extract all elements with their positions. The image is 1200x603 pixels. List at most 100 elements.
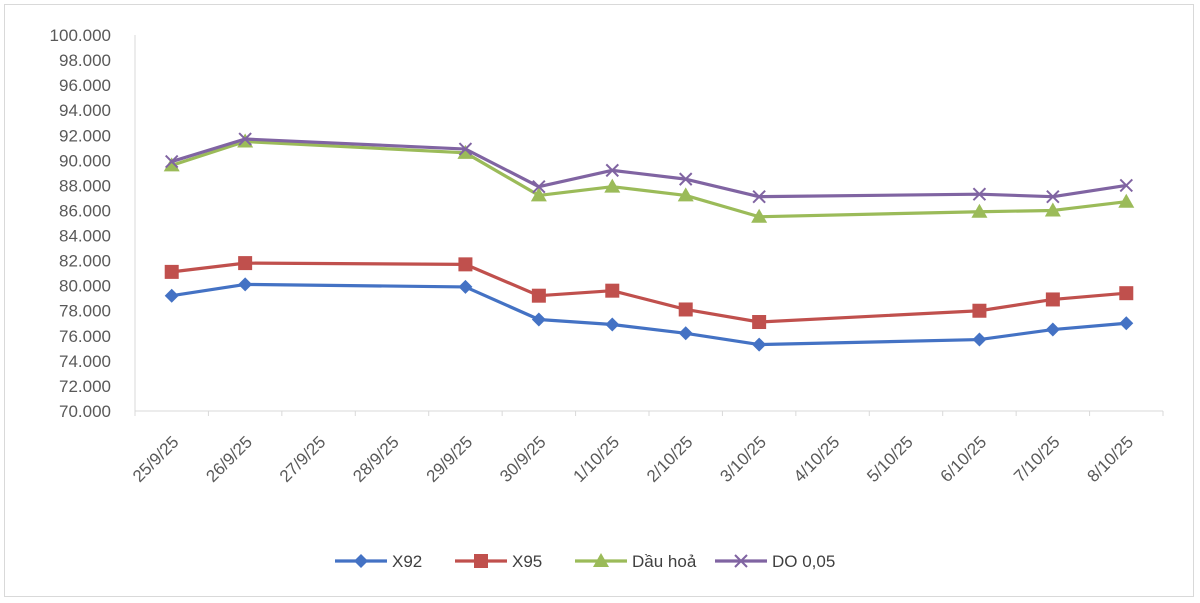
legend-item: Dầu hoả — [575, 552, 697, 571]
x-tick-label: 3/10/25 — [716, 432, 770, 486]
y-tick-label: 82.000 — [59, 252, 111, 271]
data-point — [530, 187, 547, 202]
data-point — [1118, 193, 1135, 208]
data-point — [531, 288, 546, 303]
marker-stroke — [532, 179, 546, 194]
data-point — [458, 257, 473, 272]
data-point — [457, 144, 474, 159]
data-point — [1045, 292, 1060, 307]
y-tick-label: 94.000 — [59, 101, 111, 120]
y-tick-label: 98.000 — [59, 51, 111, 70]
data-point — [1119, 286, 1134, 301]
data-point — [678, 302, 693, 317]
x-tick-label: 7/10/25 — [1010, 432, 1064, 486]
marker-stroke — [972, 187, 987, 201]
marker-stroke — [458, 142, 473, 156]
legend-marker — [593, 553, 609, 567]
data-point — [163, 157, 180, 172]
data-point — [605, 317, 620, 332]
legend-marker — [354, 554, 368, 568]
legend-item: DO 0,05 — [715, 552, 835, 571]
legend: X92 X95 Dầu hoả DO 0,05 — [335, 552, 835, 571]
y-tick-label: 90.000 — [59, 151, 111, 170]
data-point — [752, 189, 766, 204]
legend-marker — [734, 554, 748, 568]
data-point — [1119, 316, 1134, 331]
data-point — [751, 208, 768, 223]
data-point — [238, 132, 252, 146]
y-tick-label: 76.000 — [59, 327, 111, 346]
y-tick-label: 88.000 — [59, 176, 111, 195]
x-tick-label: 1/10/25 — [570, 432, 624, 486]
x-tick-label: 5/10/25 — [863, 432, 917, 486]
data-point — [238, 256, 253, 271]
marker-stroke — [679, 172, 693, 186]
y-axis: 70.000 72.000 74.000 76.000 78.000 80.000 82.0… — [50, 26, 136, 421]
data-point — [677, 187, 694, 202]
series-d-u-ho- — [163, 133, 1135, 223]
series-line — [171, 137, 1127, 199]
data-point — [972, 303, 987, 318]
data-point — [1044, 202, 1061, 217]
x-tick-label: 4/10/25 — [790, 432, 844, 486]
legend-item: X95 — [455, 552, 542, 571]
x-tick-label: 30/9/25 — [496, 432, 550, 486]
legend-marker — [474, 554, 488, 568]
x-tick-label: 2/10/25 — [643, 432, 697, 486]
legend-label: Dầu hoả — [632, 552, 697, 571]
y-tick-label: 72.000 — [59, 377, 111, 396]
y-tick-label: 86.000 — [59, 201, 111, 220]
y-tick-label: 70.000 — [59, 402, 111, 421]
x-tick-label: 25/9/25 — [129, 432, 183, 486]
data-point — [1045, 322, 1060, 337]
x-tick-label: 28/9/25 — [349, 432, 403, 486]
series-line — [171, 282, 1127, 347]
marker-stroke — [238, 132, 252, 146]
data-point — [165, 154, 179, 169]
chart-frame — [4, 4, 1194, 597]
y-tick-label: 96.000 — [59, 76, 111, 95]
y-tick-label: 84.000 — [59, 227, 111, 246]
y-tick-label: 80.000 — [59, 277, 111, 296]
data-point — [238, 277, 253, 292]
legend-label: X95 — [512, 552, 542, 571]
x-tick-label: 26/9/25 — [202, 432, 256, 486]
data-point — [972, 187, 987, 201]
data-point — [1046, 189, 1060, 204]
series-x92 — [164, 277, 1134, 352]
x-tick-label: 8/10/25 — [1084, 432, 1138, 486]
x-axis: 25/9/25 26/9/25 27/9/25 28/9/25 29/9/25 30/9/… — [129, 410, 1164, 486]
x-tick-label: 6/10/25 — [937, 432, 991, 486]
marker-stroke — [1046, 189, 1060, 204]
data-point — [604, 178, 621, 193]
y-tick-label: 78.000 — [59, 302, 111, 321]
data-point — [679, 172, 693, 186]
x-tick-label: 29/9/25 — [423, 432, 477, 486]
data-point — [605, 283, 620, 298]
data-point — [752, 337, 767, 352]
data-point — [164, 264, 179, 279]
data-point — [605, 163, 619, 178]
series-x95 — [164, 256, 1134, 330]
data-point — [1119, 178, 1133, 193]
marker-stroke — [734, 554, 748, 568]
data-point — [971, 203, 988, 218]
data-point — [752, 315, 767, 330]
data-point — [532, 179, 546, 194]
y-tick-label: 74.000 — [59, 352, 111, 371]
marker-stroke — [165, 154, 179, 169]
marker-stroke — [752, 189, 766, 204]
series-line — [171, 261, 1127, 324]
y-tick-label: 100.000 — [50, 26, 111, 45]
data-point — [458, 142, 473, 156]
data-point — [678, 326, 693, 341]
x-tick-label: 27/9/25 — [276, 432, 330, 486]
y-tick-label: 92.000 — [59, 126, 111, 145]
data-point — [531, 312, 546, 327]
legend-item: X92 — [335, 552, 422, 571]
data-point — [972, 332, 987, 347]
legend-label: X92 — [392, 552, 422, 571]
series-line — [171, 139, 1127, 219]
series-do-0-05 — [165, 132, 1133, 204]
